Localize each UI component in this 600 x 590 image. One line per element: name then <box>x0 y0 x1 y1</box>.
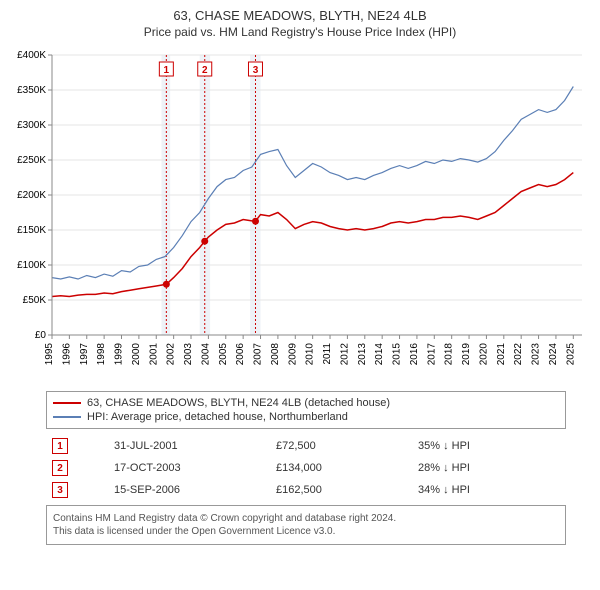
x-tick-label: 2021 <box>496 343 507 366</box>
sale-dot <box>252 218 259 225</box>
x-tick-label: 2019 <box>461 343 472 366</box>
x-tick-label: 1997 <box>79 343 90 366</box>
svg-text:2: 2 <box>202 65 208 76</box>
y-tick-label: £0 <box>35 330 47 341</box>
table-row: 2 17-OCT-2003£134,00028% ↓ HPI <box>46 457 566 479</box>
y-tick-label: £50K <box>23 295 47 306</box>
legend-row: HPI: Average price, detached house, Nort… <box>53 410 559 424</box>
chart-container: 1 2 3 £0 £50K £100K £150K £200K £250K £300K £350K £… <box>8 45 592 385</box>
x-tick-label: 2018 <box>444 343 455 366</box>
x-tick-label: 2004 <box>200 343 211 366</box>
sale-date: 15-SEP-2006 <box>108 479 270 501</box>
x-tick-label: 2013 <box>357 343 368 366</box>
sale-price: £134,000 <box>270 457 412 479</box>
x-tick-label: 2020 <box>478 343 489 366</box>
y-tick-label: £350K <box>17 85 46 96</box>
price-chart: 1 2 3 £0 £50K £100K £150K £200K £250K £300K £350K £… <box>8 45 592 385</box>
x-tick-label: 2023 <box>531 343 542 366</box>
y-tick-label: £400K <box>17 50 46 61</box>
y-tick-label: £300K <box>17 120 46 131</box>
x-tick-label: 2008 <box>270 343 281 366</box>
y-tick-label: £250K <box>17 155 46 166</box>
x-tick-label: 1999 <box>114 343 125 366</box>
sale-marker-box: 2 <box>52 460 68 476</box>
x-tick-label: 2012 <box>339 343 350 366</box>
footer-line-1: Contains HM Land Registry data © Crown c… <box>53 512 559 525</box>
x-tick-label: 2007 <box>253 343 264 366</box>
table-row: 1 31-JUL-2001£72,50035% ↓ HPI <box>46 435 566 457</box>
svg-text:3: 3 <box>253 65 259 76</box>
x-tick-label: 2005 <box>218 343 229 366</box>
y-tick-label: £150K <box>17 225 46 236</box>
legend-label: HPI: Average price, detached house, Nort… <box>87 411 348 423</box>
x-tick-label: 2011 <box>322 343 333 365</box>
x-tick-label: 2016 <box>409 343 420 366</box>
x-tick-label: 2001 <box>148 343 159 366</box>
x-tick-label: 2002 <box>166 343 177 366</box>
x-tick-label: 2000 <box>131 343 142 366</box>
sale-diff: 35% ↓ HPI <box>412 435 566 457</box>
table-row: 3 15-SEP-2006£162,50034% ↓ HPI <box>46 479 566 501</box>
sale-date: 31-JUL-2001 <box>108 435 270 457</box>
sale-dot <box>201 238 208 245</box>
sale-marker-box: 3 <box>52 482 68 498</box>
page-title: 63, CHASE MEADOWS, BLYTH, NE24 4LB <box>8 8 592 23</box>
sale-price: £72,500 <box>270 435 412 457</box>
sale-marker-box: 1 <box>52 438 68 454</box>
legend-row: 63, CHASE MEADOWS, BLYTH, NE24 4LB (deta… <box>53 396 559 410</box>
x-tick-label: 2017 <box>426 343 437 366</box>
x-tick-label: 1996 <box>61 343 72 366</box>
x-tick-label: 1998 <box>96 343 107 366</box>
x-tick-label: 2025 <box>565 343 576 366</box>
sale-marker-label: 3 <box>248 62 262 76</box>
x-tick-label: 2009 <box>287 343 298 366</box>
sale-marker-label: 1 <box>159 62 173 76</box>
sale-date: 17-OCT-2003 <box>108 457 270 479</box>
sale-dot <box>163 281 170 288</box>
y-tick-label: £100K <box>17 260 46 271</box>
legend-swatch <box>53 402 81 404</box>
x-tick-label: 2015 <box>392 343 403 366</box>
x-tick-label: 2022 <box>513 343 524 366</box>
sale-marker-label: 2 <box>198 62 212 76</box>
page-subtitle: Price paid vs. HM Land Registry's House … <box>8 25 592 39</box>
footer-box: Contains HM Land Registry data © Crown c… <box>46 505 566 545</box>
x-tick-label: 2003 <box>183 343 194 366</box>
sale-diff: 28% ↓ HPI <box>412 457 566 479</box>
sales-table: 1 31-JUL-2001£72,50035% ↓ HPI 2 17-OCT-2003… <box>46 435 566 501</box>
legend-swatch <box>53 416 81 418</box>
y-tick-label: £200K <box>17 190 46 201</box>
x-tick-label: 2006 <box>235 343 246 366</box>
sale-price: £162,500 <box>270 479 412 501</box>
sale-diff: 34% ↓ HPI <box>412 479 566 501</box>
footer-line-2: This data is licensed under the Open Gov… <box>53 525 559 538</box>
svg-text:1: 1 <box>164 65 170 76</box>
legend-box: 63, CHASE MEADOWS, BLYTH, NE24 4LB (deta… <box>46 391 566 429</box>
x-tick-label: 2010 <box>305 343 316 366</box>
x-tick-label: 2014 <box>374 343 385 366</box>
x-tick-label: 1995 <box>44 343 55 366</box>
x-tick-label: 2024 <box>548 343 559 366</box>
legend-label: 63, CHASE MEADOWS, BLYTH, NE24 4LB (deta… <box>87 397 390 409</box>
